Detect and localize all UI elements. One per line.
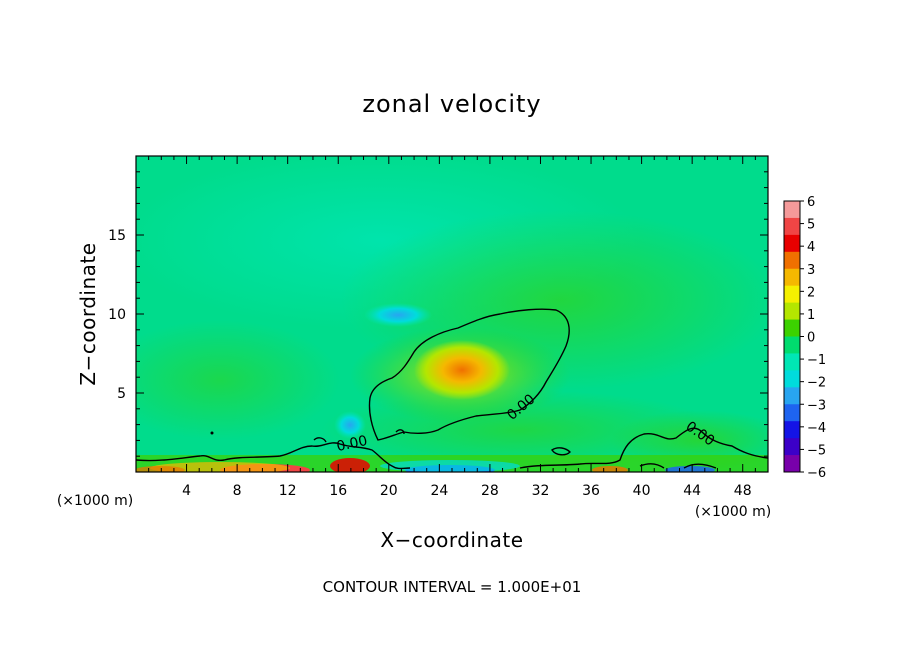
colorbar-tick-label: 0 xyxy=(807,331,815,346)
surface-blue-right xyxy=(665,466,715,472)
colorbar-tick-label: 5 xyxy=(807,218,815,233)
left-green-region xyxy=(136,320,340,440)
x-tick-label: 44 xyxy=(683,483,701,499)
surface-orange-far xyxy=(136,466,185,472)
colorbar-swatch xyxy=(784,404,800,422)
colorbar-swatch xyxy=(784,336,800,354)
colorbar-tick-label: −1 xyxy=(807,353,826,368)
colorbar-tick-label: 1 xyxy=(807,308,815,323)
colorbar-swatch xyxy=(784,268,800,287)
contour-interval-note: CONTOUR INTERVAL = 1.000E+01 xyxy=(323,578,582,596)
colorbar: 6 5 4 3 2 1 0 −1 −2 −3 −4 −5 −6 xyxy=(783,195,826,481)
contour-label-surface-left: 0.00 xyxy=(335,433,369,455)
chart-title: zonal velocity xyxy=(362,90,541,118)
zero-contour-surface-right xyxy=(313,429,717,469)
x-tick-label: 40 xyxy=(633,483,651,499)
x-tick-label: 4 xyxy=(182,483,191,499)
jet-core-orange xyxy=(414,340,510,400)
colorbar-swatch xyxy=(784,234,800,253)
x-tick-label: 48 xyxy=(734,483,752,499)
colorbar-swatch xyxy=(784,455,800,473)
right-green-region xyxy=(610,410,768,470)
colorbar-tick-label: 3 xyxy=(807,263,815,278)
colorbar-swatch xyxy=(784,217,800,236)
y-tick-label: 15 xyxy=(108,228,126,244)
colorbar-tick-label: 2 xyxy=(807,285,815,300)
plot-field: 0.00 0.00 0.00 xyxy=(136,156,768,472)
colorbar-swatch xyxy=(784,285,800,304)
y-axis-label: Z−coordinate xyxy=(76,242,100,385)
x-tick-label: 8 xyxy=(233,483,242,499)
colorbar-swatch xyxy=(784,353,800,371)
colorbar-tick-label: −6 xyxy=(807,466,826,481)
surface-orange-right xyxy=(592,466,628,472)
colorbar-swatch xyxy=(784,251,800,270)
zero-contour-jet xyxy=(368,308,570,441)
cyan-region-lower xyxy=(334,411,366,439)
contour-dot xyxy=(210,431,214,435)
x-axis-ticks: 4 8 12 16 20 24 28 32 36 40 44 48 xyxy=(148,156,756,499)
colorbar-swatch xyxy=(784,370,800,388)
y-axis-ticks: 5 10 15 xyxy=(108,171,768,457)
zero-contour-surface-mid xyxy=(519,427,768,469)
x-tick-label: 12 xyxy=(279,483,297,499)
y-tick-label: 5 xyxy=(117,386,126,402)
colorbar-tick-label: −5 xyxy=(807,443,826,458)
x-tick-label: 20 xyxy=(380,483,398,499)
surface-orange-left xyxy=(150,462,290,472)
x-axis-label: X−coordinate xyxy=(380,528,523,552)
surface-red-mid xyxy=(330,458,370,472)
colorbar-tick-label: 6 xyxy=(807,195,815,210)
x-tick-label: 24 xyxy=(430,483,448,499)
surface-cyan-mid xyxy=(380,460,520,472)
y-tick-label: 10 xyxy=(108,307,126,323)
colorbar-swatch xyxy=(784,387,800,405)
colorbar-swatch xyxy=(784,438,800,456)
x-unit-left: (×1000 m) xyxy=(57,493,133,509)
x-tick-label: 32 xyxy=(532,483,550,499)
zero-contour-surface-left xyxy=(136,442,411,470)
colorbar-tick-label: −4 xyxy=(807,421,826,436)
colorbar-tick-label: 4 xyxy=(807,240,815,255)
x-tick-label: 36 xyxy=(582,483,600,499)
x-tick-label: 16 xyxy=(329,483,347,499)
colorbar-swatch xyxy=(784,201,800,219)
cyan-region-upper xyxy=(364,303,432,327)
colorbar-tick-label: −2 xyxy=(807,376,826,391)
colorbar-swatch xyxy=(784,421,800,439)
x-unit-right: (×1000 m) xyxy=(695,504,771,520)
colorbar-swatch xyxy=(784,319,800,337)
colorbar-tick-label: −3 xyxy=(807,398,826,413)
x-tick-label: 28 xyxy=(481,483,499,499)
colorbar-swatch xyxy=(784,302,800,321)
